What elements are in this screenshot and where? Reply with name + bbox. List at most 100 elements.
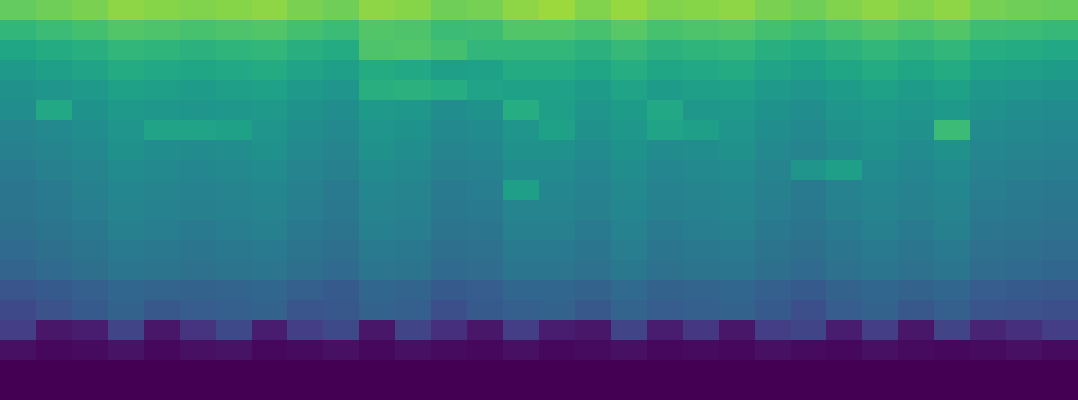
cell <box>1042 80 1078 101</box>
cell <box>934 280 971 301</box>
cell <box>719 120 756 141</box>
cell <box>252 120 289 141</box>
cell <box>72 380 109 400</box>
cell <box>395 220 432 241</box>
cell <box>0 140 37 161</box>
cell <box>1006 40 1043 61</box>
cell <box>898 20 935 41</box>
cell <box>287 340 324 361</box>
cell <box>898 380 935 400</box>
cell <box>144 320 181 341</box>
cell <box>431 320 468 341</box>
cell <box>719 140 756 161</box>
cell <box>647 200 684 221</box>
cell <box>252 280 289 301</box>
cell <box>287 100 324 121</box>
cell <box>180 40 217 61</box>
cell <box>934 220 971 241</box>
cell <box>719 100 756 121</box>
cell <box>36 0 73 21</box>
cell <box>791 140 828 161</box>
cell <box>611 40 648 61</box>
cell <box>287 120 324 141</box>
cell <box>647 280 684 301</box>
cell <box>683 160 720 181</box>
cell <box>755 100 792 121</box>
cell <box>395 280 432 301</box>
cell <box>72 340 109 361</box>
cell <box>0 160 37 181</box>
cell <box>144 200 181 221</box>
cell <box>719 80 756 101</box>
cell <box>431 20 468 41</box>
cell <box>539 340 576 361</box>
cell <box>934 100 971 121</box>
cell <box>144 180 181 201</box>
cell <box>72 180 109 201</box>
cell <box>755 40 792 61</box>
cell <box>970 220 1007 241</box>
cell <box>791 20 828 41</box>
cell <box>431 380 468 400</box>
cell <box>1042 300 1078 321</box>
cell <box>144 160 181 181</box>
cell <box>1006 340 1043 361</box>
cell <box>970 80 1007 101</box>
cell <box>539 80 576 101</box>
cell <box>1042 100 1078 121</box>
cell <box>0 360 37 381</box>
cell <box>970 240 1007 261</box>
cell <box>216 0 253 21</box>
cell <box>323 340 360 361</box>
cell <box>431 80 468 101</box>
cell <box>611 300 648 321</box>
cell <box>862 220 899 241</box>
cell <box>683 380 720 400</box>
cell <box>683 320 720 341</box>
cell <box>287 320 324 341</box>
cell <box>216 120 253 141</box>
cell <box>287 0 324 21</box>
cell <box>395 140 432 161</box>
cell <box>719 360 756 381</box>
cell <box>287 200 324 221</box>
cell <box>395 20 432 41</box>
cell <box>36 360 73 381</box>
cell <box>467 160 504 181</box>
cell <box>539 280 576 301</box>
cell <box>898 220 935 241</box>
cell <box>898 300 935 321</box>
cell <box>36 60 73 81</box>
cell <box>287 80 324 101</box>
cell <box>467 360 504 381</box>
cell <box>898 360 935 381</box>
cell <box>36 200 73 221</box>
cell <box>970 340 1007 361</box>
cell <box>216 20 253 41</box>
cell <box>539 260 576 281</box>
cell <box>1042 40 1078 61</box>
cell <box>216 220 253 241</box>
cell <box>0 180 37 201</box>
cell <box>791 0 828 21</box>
cell <box>791 320 828 341</box>
cell <box>431 0 468 21</box>
cell <box>287 140 324 161</box>
cell <box>0 320 37 341</box>
cell <box>970 20 1007 41</box>
cell <box>0 300 37 321</box>
cell <box>1006 180 1043 201</box>
cell <box>1006 320 1043 341</box>
cell <box>647 160 684 181</box>
cell <box>467 300 504 321</box>
cell <box>287 60 324 81</box>
cell <box>934 360 971 381</box>
cell <box>252 60 289 81</box>
cell <box>467 100 504 121</box>
cell <box>359 80 396 101</box>
cell <box>755 20 792 41</box>
cell <box>0 260 37 281</box>
cell <box>862 320 899 341</box>
cell <box>323 200 360 221</box>
cell <box>0 220 37 241</box>
